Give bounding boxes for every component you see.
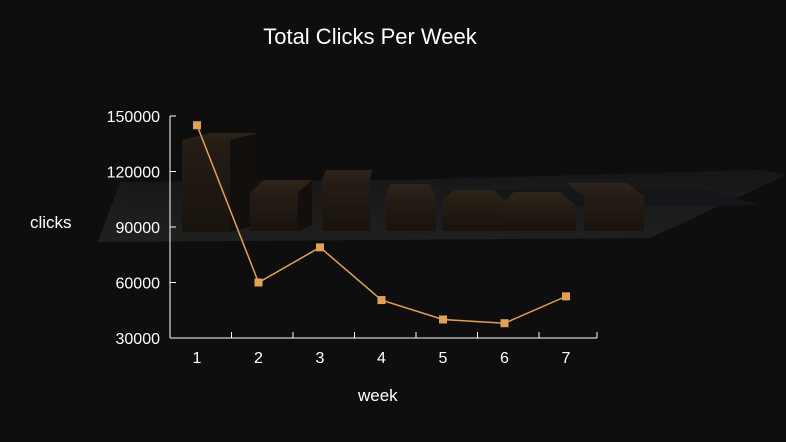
series-group: [193, 121, 570, 328]
x-tick-label: 3: [316, 350, 325, 367]
y-tick-label: 60000: [116, 276, 161, 293]
y-axis-label: clicks: [30, 213, 72, 232]
x-tick-label: 4: [377, 350, 386, 367]
data-point: [254, 278, 263, 287]
background-box: [442, 190, 506, 231]
background-box: [386, 184, 436, 231]
y-tick-label: 90000: [116, 220, 161, 237]
background-box: [322, 170, 372, 231]
data-point: [439, 315, 447, 324]
y-tick-label: 150000: [107, 109, 160, 126]
y-tick-label: 30000: [116, 331, 161, 348]
chart-title: Total Clicks Per Week: [263, 24, 477, 49]
data-point: [316, 243, 324, 252]
data-point: [562, 292, 570, 301]
data-point: [193, 121, 201, 130]
background-box: [500, 192, 576, 231]
data-point: [500, 319, 509, 328]
background-box: [250, 180, 312, 231]
axes: 30000 60000 90000 120000 150000 1 2 3 4 5 6 7: [107, 109, 598, 367]
data-point: [377, 296, 386, 305]
x-axis-label: week: [358, 386, 398, 405]
x-tick-label: 1: [193, 350, 202, 367]
background-3d-scene: [98, 133, 786, 242]
x-tick-label: 6: [500, 350, 509, 367]
background-box: [566, 183, 644, 231]
x-tick-label: 2: [254, 350, 263, 367]
background-box: [182, 133, 258, 232]
y-tick-label: 120000: [107, 165, 160, 182]
x-tick-label: 7: [562, 350, 571, 367]
x-tick-label: 5: [439, 350, 448, 367]
